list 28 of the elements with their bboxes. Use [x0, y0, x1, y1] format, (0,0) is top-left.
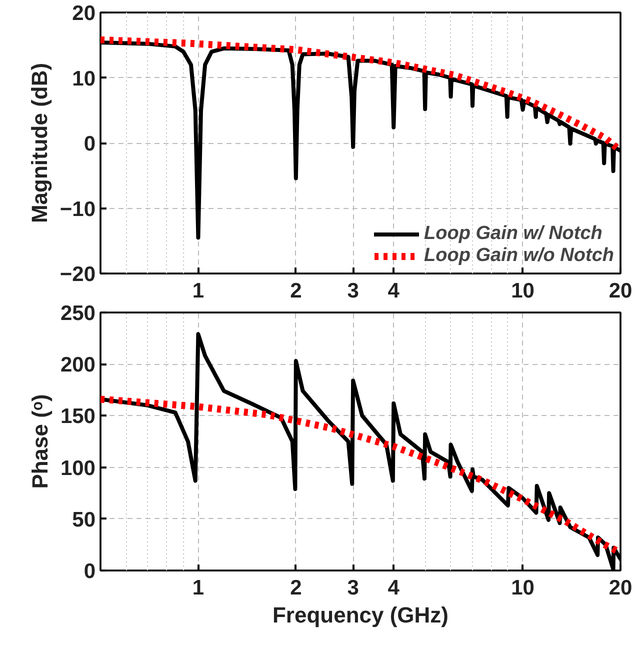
x-tick-label: 3 — [347, 576, 359, 600]
y-tick-label: 150 — [60, 405, 96, 428]
legend-label: Loop Gain w/ Notch — [424, 223, 602, 245]
x-tick-label: 20 — [608, 576, 632, 600]
y-tick-label: 0 — [84, 560, 96, 583]
y-tick-label: 200 — [60, 354, 96, 377]
y-axis-title: Phase (ᵒ) — [27, 394, 52, 489]
x-tick-label: 1 — [192, 280, 204, 302]
x-tick-label: 2 — [290, 576, 302, 600]
y-tick-label: 10 — [72, 67, 96, 90]
x-tick-label: 2 — [290, 280, 302, 302]
legend-label: Loop Gain w/o Notch — [424, 245, 614, 267]
x-tick-label: 20 — [608, 280, 632, 302]
x-tick-label: 4 — [388, 576, 400, 600]
x-tick-label: 1 — [192, 576, 204, 600]
y-axis-title: Magnitude (dB) — [26, 62, 52, 224]
x-axis-title: Frequency (GHz) — [272, 602, 449, 628]
x-tick-label: 4 — [388, 280, 400, 302]
x-tick-label: 10 — [511, 576, 534, 600]
y-tick-label: −10 — [60, 198, 96, 221]
x-tick-label: 3 — [347, 280, 359, 302]
y-tick-label: −20 — [60, 263, 96, 286]
y-tick-label: 0 — [84, 132, 96, 156]
y-tick-label: 20 — [72, 2, 96, 25]
x-tick-label: 10 — [511, 280, 534, 302]
y-tick-label: 250 — [60, 302, 96, 325]
y-tick-label: 100 — [60, 456, 96, 480]
y-tick-label: 50 — [72, 508, 96, 532]
